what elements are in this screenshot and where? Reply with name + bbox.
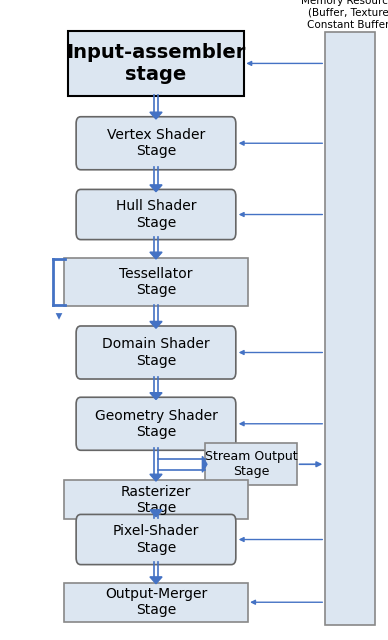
Text: Domain Shader
Stage: Domain Shader Stage bbox=[102, 337, 210, 367]
FancyBboxPatch shape bbox=[64, 582, 248, 622]
Text: Pixel-Shader
Stage: Pixel-Shader Stage bbox=[113, 524, 199, 555]
Text: Memory Resources
(Buffer, Texture,
Constant Buffer): Memory Resources (Buffer, Texture, Const… bbox=[301, 0, 388, 29]
FancyBboxPatch shape bbox=[76, 397, 236, 451]
Polygon shape bbox=[150, 185, 162, 192]
FancyBboxPatch shape bbox=[76, 189, 236, 239]
FancyBboxPatch shape bbox=[76, 116, 236, 170]
Text: Geometry Shader
Stage: Geometry Shader Stage bbox=[95, 409, 217, 439]
FancyBboxPatch shape bbox=[64, 480, 248, 519]
Text: Stream Output
Stage: Stream Output Stage bbox=[205, 451, 297, 478]
FancyBboxPatch shape bbox=[204, 443, 298, 485]
Polygon shape bbox=[150, 393, 162, 399]
Polygon shape bbox=[150, 112, 162, 119]
Text: Tessellator
Stage: Tessellator Stage bbox=[119, 267, 193, 297]
Polygon shape bbox=[203, 456, 207, 472]
Text: Output-Merger
Stage: Output-Merger Stage bbox=[105, 587, 207, 618]
Polygon shape bbox=[150, 474, 162, 481]
Polygon shape bbox=[150, 252, 162, 259]
FancyBboxPatch shape bbox=[64, 258, 248, 306]
FancyBboxPatch shape bbox=[76, 515, 236, 564]
Polygon shape bbox=[150, 577, 162, 584]
Polygon shape bbox=[150, 321, 162, 328]
FancyBboxPatch shape bbox=[76, 326, 236, 379]
Text: Input-assembler
stage: Input-assembler stage bbox=[66, 43, 246, 84]
Text: Hull Shader
Stage: Hull Shader Stage bbox=[116, 200, 196, 230]
FancyBboxPatch shape bbox=[68, 31, 244, 96]
Text: Rasterizer
Stage: Rasterizer Stage bbox=[121, 484, 191, 515]
Polygon shape bbox=[150, 510, 162, 516]
FancyBboxPatch shape bbox=[325, 32, 374, 625]
Text: Vertex Shader
Stage: Vertex Shader Stage bbox=[107, 128, 205, 158]
